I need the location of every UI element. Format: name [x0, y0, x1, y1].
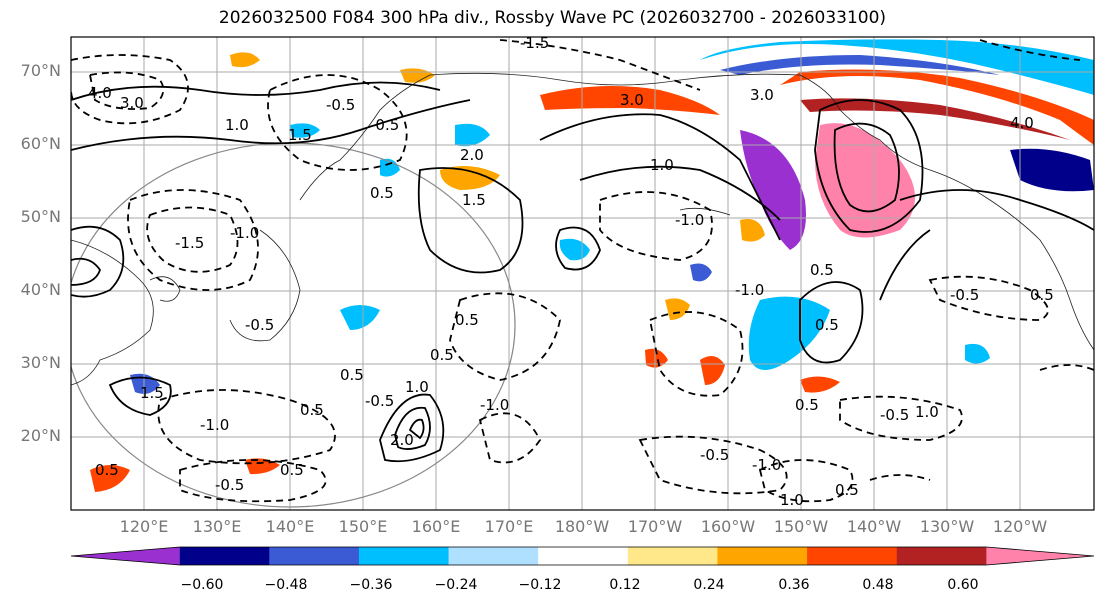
contour-label: -0.5: [700, 446, 729, 464]
contour-label: -0.5: [370, 116, 399, 134]
colorbar: [70, 546, 1095, 566]
contour-label: 0.5: [810, 261, 834, 279]
colorbar-tick-label: −0.36: [349, 577, 393, 593]
contour-label: -0.5: [365, 392, 394, 410]
lat-label: 30°N: [20, 353, 61, 372]
contour-label: 0.5: [280, 461, 304, 479]
contour-label: 1.5: [140, 384, 164, 402]
lon-label: 180°W: [554, 517, 610, 536]
contour-label: -1.0: [480, 396, 509, 414]
lat-label: 20°N: [20, 426, 61, 445]
contour-label: 0.5: [795, 396, 819, 414]
colorbar-segment: [448, 547, 539, 565]
lon-label: 120°W: [992, 517, 1048, 536]
colorbar-segment: [807, 547, 898, 565]
contour-label: 1.5: [288, 126, 312, 144]
contour-label: 1.0: [650, 156, 674, 174]
colorbar-tick-label: 0.24: [693, 577, 725, 593]
lon-label: 150°W: [773, 517, 829, 536]
map-frame: [70, 36, 1095, 511]
colorbar-tick-label: −0.12: [518, 577, 562, 593]
lon-label: 130°E: [192, 517, 242, 536]
contour-label: 1.0: [225, 116, 249, 134]
colorbar-tick-label: 0.36: [778, 577, 810, 593]
negative-contours: [71, 39, 1094, 503]
colorbar-segment: [179, 547, 270, 565]
contour-label: 2.0: [390, 431, 414, 449]
colorbar-segment: [717, 547, 808, 565]
contour-label: 0.5: [95, 461, 119, 479]
colorbar-outline: [70, 546, 1095, 566]
contour-label: -1.0: [752, 456, 781, 474]
contour-label: 0.5: [835, 481, 859, 499]
contour-label: 1.0: [915, 403, 939, 421]
positive-contours: [71, 81, 1094, 463]
contour-label: -1.0: [675, 211, 704, 229]
colorbar-segment: [269, 547, 360, 565]
contour-label: -1.0: [230, 224, 259, 242]
colorbar-tick-label: −0.60: [180, 577, 224, 593]
lon-label: 120°E: [119, 517, 169, 536]
colorbar-tick-label: −0.48: [264, 577, 308, 593]
colorbar-tick-label: −0.24: [434, 577, 478, 593]
lon-label: 170°E: [484, 517, 534, 536]
contour-label: -0.5: [880, 406, 909, 424]
contour-label: 3.0: [750, 86, 774, 104]
colorbar-tick-label: 0.48: [862, 577, 894, 593]
colorbar-tick-label: 0.60: [947, 577, 979, 593]
lon-label: 170°W: [627, 517, 683, 536]
contour-label: 3.0: [120, 94, 144, 112]
contour-label: 0.5: [300, 401, 324, 419]
contour-label: 1.0: [780, 491, 804, 509]
colorbar-segment: [71, 547, 180, 565]
graticule: [71, 37, 1094, 510]
contour-label: 0.5: [1030, 286, 1054, 304]
map-title: 2026032500 F084 300 hPa div., Rossby Wav…: [218, 8, 887, 28]
coastlines: [71, 72, 1094, 386]
contour-label: 4.0: [88, 84, 112, 102]
lon-label: 160°W: [700, 517, 756, 536]
contour-label: 1.5: [462, 191, 486, 209]
contour-label: -0.5: [215, 476, 244, 494]
lon-label: 150°E: [338, 517, 388, 536]
contour-label: -1.0: [735, 281, 764, 299]
lat-label: 50°N: [20, 207, 61, 226]
contour-label: -0.5: [245, 316, 274, 334]
divergence-fill-layer: [90, 39, 1094, 492]
contour-label: 0.5: [455, 311, 479, 329]
contour-label: 3.0: [620, 91, 644, 109]
colorbar-segment: [538, 547, 629, 565]
lat-label: 60°N: [20, 134, 61, 153]
contour-label: 0.5: [370, 184, 394, 202]
contour-label: -0.5: [950, 286, 979, 304]
lon-label: 160°E: [411, 517, 461, 536]
contour-label: 1.0: [405, 378, 429, 396]
contour-label: -1.0: [200, 416, 229, 434]
contour-label: 0.5: [340, 366, 364, 384]
contour-label: 4.0: [1010, 114, 1034, 132]
lon-label: 140°W: [846, 517, 902, 536]
lon-label: 140°E: [265, 517, 315, 536]
contour-label: -1.5: [175, 234, 204, 252]
colorbar-segment: [358, 547, 450, 565]
contour-label: 2.0: [460, 146, 484, 164]
colorbar-segment: [986, 547, 1094, 565]
colorbar-tick-label: 0.12: [609, 577, 641, 593]
contour-label: 0.5: [815, 316, 839, 334]
colorbar-segment: [627, 547, 718, 565]
contour-labels: 4.0 3.0 1.0 1.5 -0.5 -0.5 2.0 1.5 0.5 3.…: [88, 34, 1054, 509]
lon-label: 130°W: [919, 517, 975, 536]
contour-label: 0.5: [430, 346, 454, 364]
lat-label: 70°N: [20, 61, 61, 80]
colorbar-segment: [896, 547, 987, 565]
contour-label: -1.5: [520, 34, 549, 52]
lat-label: 40°N: [20, 280, 61, 299]
contour-label: -0.5: [326, 96, 355, 114]
